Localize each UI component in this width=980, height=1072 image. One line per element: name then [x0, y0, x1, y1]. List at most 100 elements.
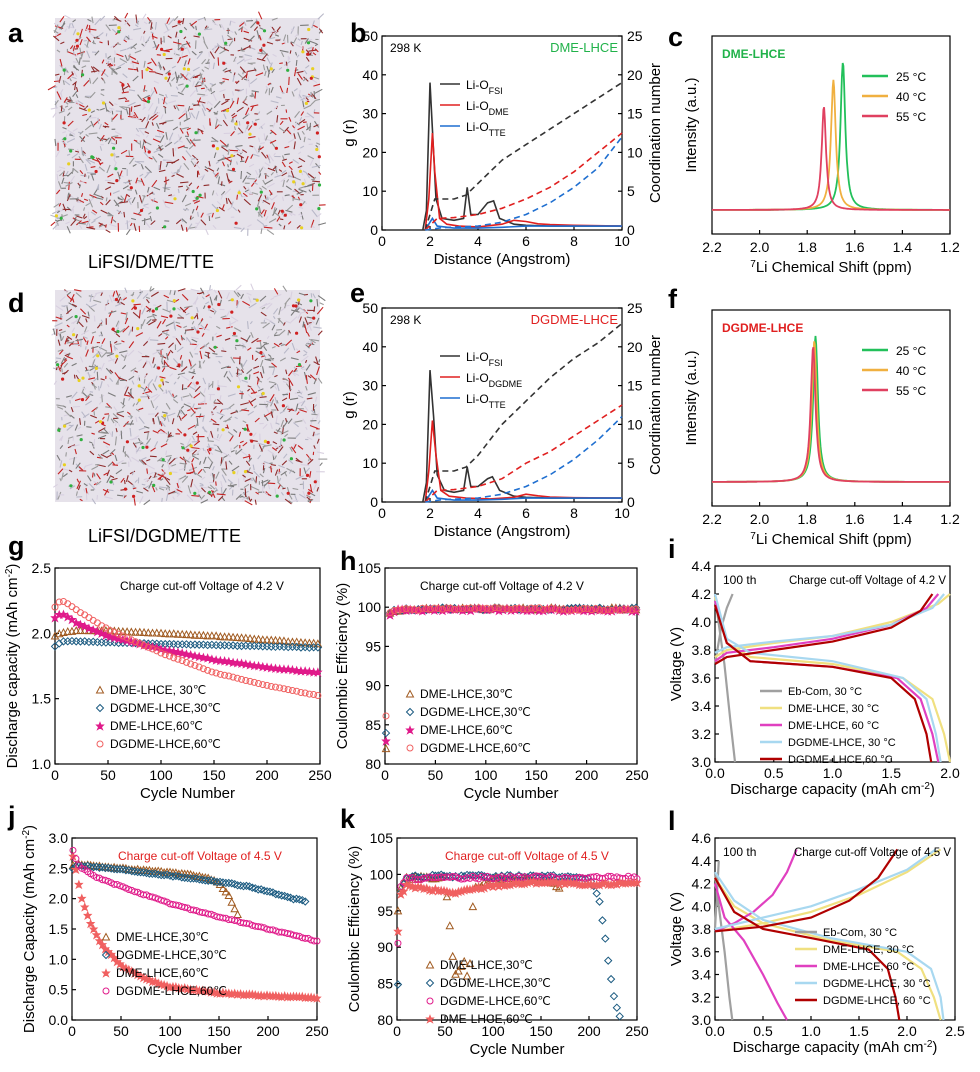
series-line [714, 593, 940, 663]
x-tick-label: 200 [255, 767, 279, 783]
y-tick-label: 80 [365, 756, 381, 772]
x-tick-label: 0 [51, 767, 59, 783]
data-point [112, 865, 122, 874]
panel-label-f: f [668, 284, 678, 314]
data-point [612, 605, 620, 613]
series-line [714, 877, 901, 1021]
data-point [151, 894, 159, 902]
data-point [97, 939, 108, 950]
y-tick-label: 0 [370, 222, 378, 238]
data-point [480, 872, 489, 881]
y-tick-label: 30 [362, 106, 378, 122]
series-line [713, 883, 788, 1021]
data-point [98, 863, 107, 872]
legend-label: DME-LHCE, 60 °C [823, 961, 914, 973]
data-point [215, 877, 225, 887]
data-point [245, 659, 255, 670]
data-point [228, 632, 238, 641]
data-point [204, 666, 212, 674]
x-axis-title: Discharge capacity (mAh cm-2) [730, 781, 935, 799]
legend-label: DGDME-LHCE,60℃ [440, 994, 551, 1008]
legend-marker [95, 685, 105, 694]
data-point [227, 879, 236, 888]
data-point [174, 655, 182, 663]
data-point [312, 993, 322, 1003]
data-point [165, 652, 173, 660]
x-tick-label: 0.5 [764, 765, 784, 781]
data-point [616, 606, 624, 614]
data-point [499, 605, 507, 613]
x-tick-label: 2.2 [702, 239, 722, 255]
y-tick-label: 4.2 [692, 876, 712, 892]
data-point [110, 628, 118, 636]
data-point [609, 991, 619, 1001]
series-line [714, 848, 942, 933]
data-point [459, 956, 469, 965]
data-point [212, 669, 220, 677]
y-tick-label: 0.0 [49, 1012, 69, 1028]
data-point [393, 906, 403, 915]
data-point [595, 897, 604, 906]
data-point [572, 606, 580, 614]
x-tick-label: 50 [113, 1023, 129, 1039]
data-point [271, 642, 280, 652]
annotation: Charge cut-off Voltage of 4.5 V [794, 847, 951, 859]
y-tick-label: 0 [370, 494, 378, 510]
data-point [211, 655, 221, 665]
plot-frame [384, 567, 638, 765]
data-point [132, 638, 140, 646]
data-point [187, 660, 195, 668]
legend-label: Li-ODGDME [466, 371, 522, 389]
data-point [104, 863, 113, 873]
y-tick-label: 3.0 [49, 830, 69, 846]
data-point [178, 657, 186, 665]
x-tick-label: 6 [522, 505, 530, 521]
x-tick-label: 0 [381, 767, 389, 783]
data-point [592, 889, 601, 898]
data-point [456, 961, 466, 970]
series-line [424, 488, 622, 503]
data-point [543, 605, 551, 613]
data-point [230, 904, 240, 913]
data-point [161, 651, 169, 659]
data-point [203, 631, 212, 640]
data-point [612, 1003, 622, 1012]
y-tick-label: 4.6 [692, 830, 712, 846]
x-tick-label: 10 [614, 233, 630, 249]
data-point [218, 878, 228, 887]
data-point [180, 873, 189, 882]
data-point [224, 656, 234, 667]
data-point [237, 641, 246, 651]
data-point [74, 879, 84, 890]
plot-frame [711, 309, 951, 507]
data-point [194, 651, 204, 662]
y-right-tick-label: 0 [627, 222, 635, 238]
data-point [181, 649, 192, 659]
legend-marker [425, 1014, 435, 1024]
legend-label: DGDME-LHCE,60℃ [110, 737, 221, 751]
legend-label: DGDME-LHCE,30℃ [440, 976, 551, 990]
y-tick-label: 50 [362, 28, 378, 44]
data-point [394, 606, 402, 614]
data-point [55, 639, 64, 648]
data-point [76, 609, 84, 617]
y-right-tick-label: 25 [627, 28, 643, 44]
legend-label: Li-OTTE [466, 392, 506, 410]
x-tick-label: 10 [614, 505, 630, 521]
data-point [580, 605, 588, 613]
data-point [314, 692, 322, 700]
y-tick-label: 3.0 [692, 1012, 712, 1028]
data-point [265, 887, 275, 896]
data-point [89, 863, 98, 872]
data-point [442, 892, 452, 901]
data-point [601, 934, 610, 943]
x-tick-label: 1.2 [940, 239, 960, 255]
data-point [119, 632, 127, 640]
data-point [231, 916, 239, 924]
data-point [157, 649, 165, 657]
data-point [459, 605, 467, 613]
y-tick-label: 4.0 [692, 614, 712, 630]
legend-marker [425, 960, 435, 969]
data-point [171, 871, 181, 881]
legend-label: DME-LHCE, 30℃ [110, 683, 206, 697]
